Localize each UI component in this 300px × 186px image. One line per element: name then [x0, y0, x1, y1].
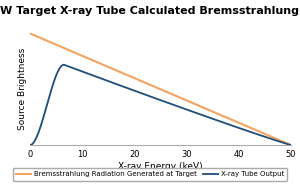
X-axis label: X-ray Energy (keV): X-ray Energy (keV) [118, 162, 203, 171]
Legend: Bremsstrahlung Radiation Generated at Target, X-ray Tube Output: Bremsstrahlung Radiation Generated at Ta… [13, 168, 287, 181]
Y-axis label: Source Brightness: Source Brightness [18, 48, 27, 130]
Text: W Target X-ray Tube Calculated Bremsstrahlung: W Target X-ray Tube Calculated Bremsstra… [1, 6, 299, 16]
